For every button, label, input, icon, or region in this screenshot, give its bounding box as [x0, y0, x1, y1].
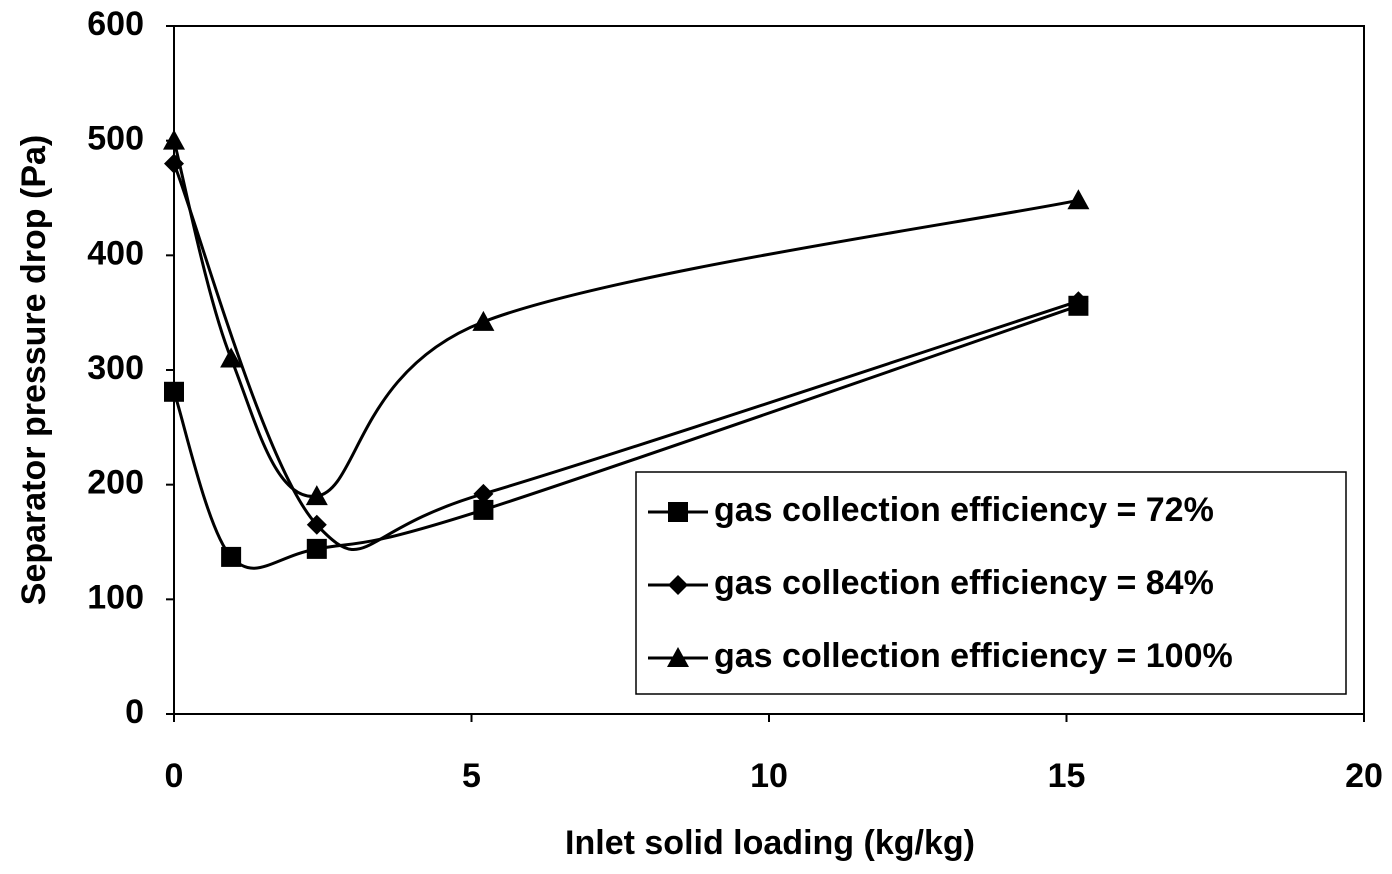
- marker: [472, 310, 495, 331]
- marker: [305, 485, 328, 506]
- y-tick-label: 100: [87, 578, 144, 616]
- series-line: [172, 163, 1079, 551]
- y-tick-label: 600: [87, 5, 144, 43]
- legend-label: gas collection efficiency = 84%: [714, 564, 1214, 602]
- marker: [668, 575, 688, 595]
- marker: [1067, 189, 1090, 210]
- marker: [221, 546, 242, 567]
- marker: [473, 483, 494, 504]
- series-line: [172, 304, 1079, 570]
- marker: [306, 538, 327, 559]
- y-tick-label: 400: [87, 234, 144, 272]
- y-tick-label: 500: [87, 120, 144, 158]
- marker: [306, 514, 327, 535]
- marker: [1068, 291, 1089, 312]
- x-tick-label: 0: [165, 757, 184, 795]
- series-line: [172, 140, 1079, 498]
- marker: [163, 129, 185, 150]
- legend-label: gas collection efficiency = 100%: [714, 637, 1233, 675]
- y-tick-label: 0: [125, 693, 144, 731]
- y-axis-label: Separator pressure drop (Pa): [15, 135, 53, 605]
- marker: [473, 499, 494, 520]
- x-tick-label: 15: [1048, 757, 1086, 795]
- legend-box: [635, 471, 1347, 695]
- x-tick-label: 20: [1345, 757, 1383, 795]
- marker: [164, 381, 184, 402]
- marker: [667, 647, 689, 667]
- legend-label: gas collection efficiency = 72%: [714, 491, 1214, 529]
- x-tick-label: 5: [462, 757, 481, 795]
- x-axis-label: Inlet solid loading (kg/kg): [565, 824, 975, 862]
- y-tick-label: 300: [87, 349, 144, 387]
- marker: [220, 347, 243, 368]
- y-tick-label: 200: [87, 464, 144, 502]
- marker: [668, 502, 688, 522]
- x-tick-label: 10: [750, 757, 788, 795]
